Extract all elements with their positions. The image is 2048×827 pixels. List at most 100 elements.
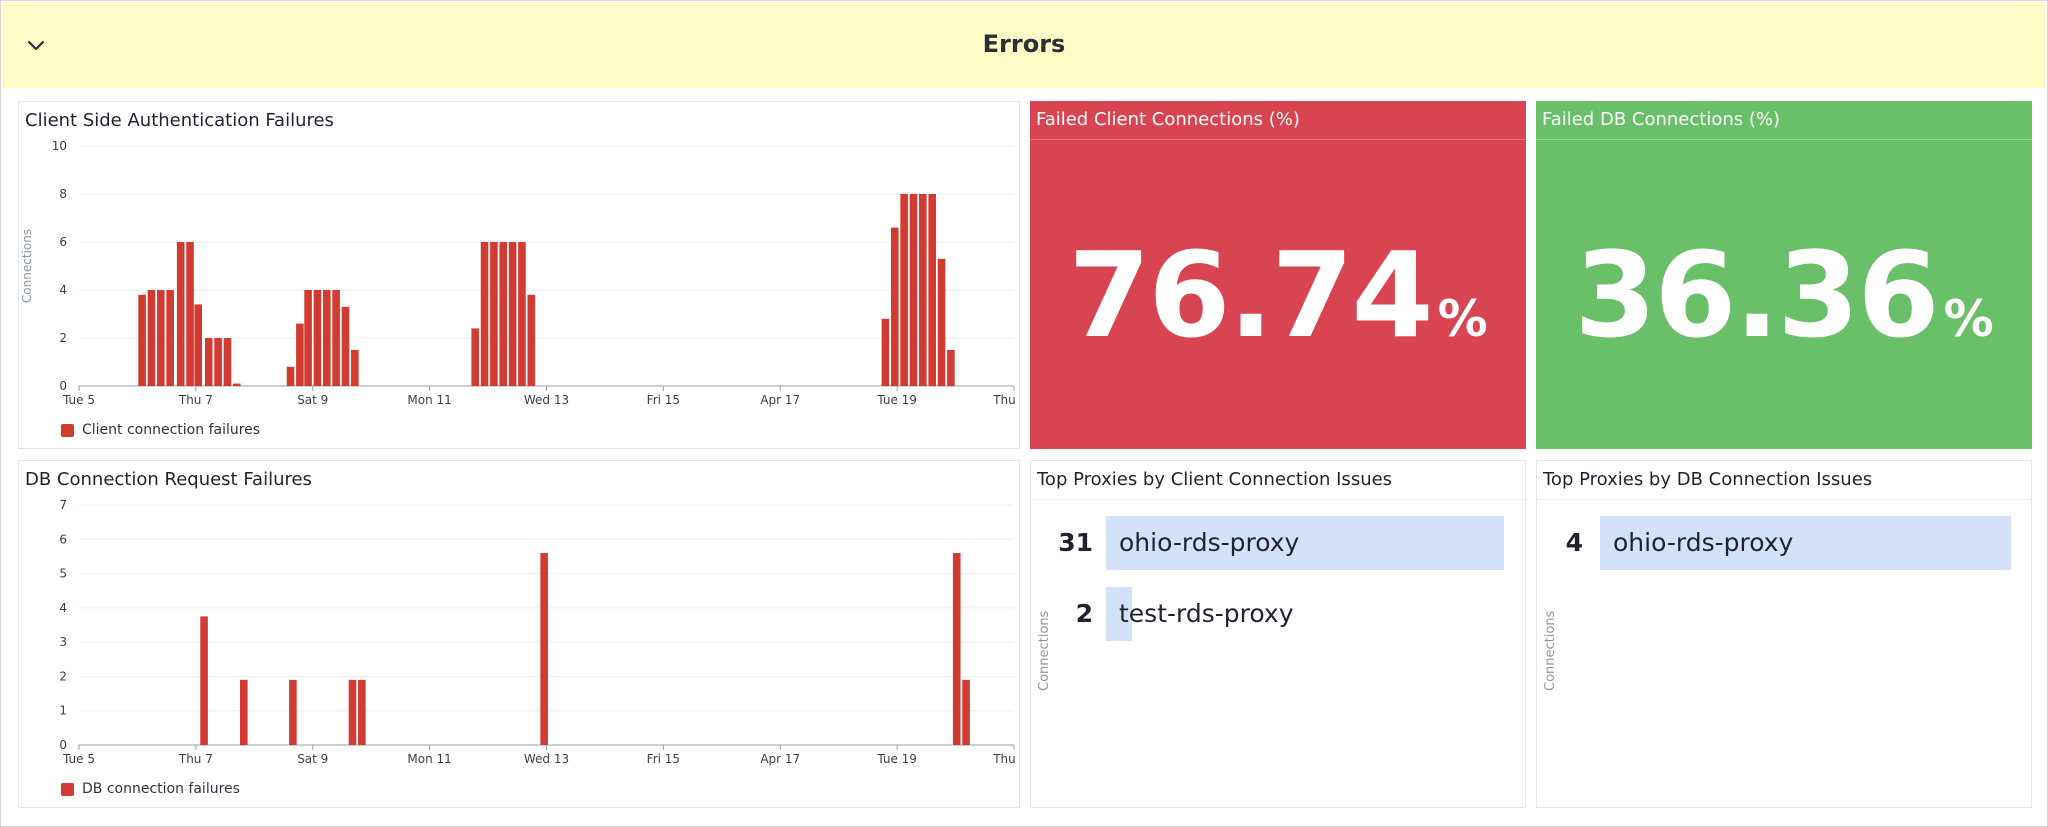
toplist-bar [1106, 516, 1504, 570]
chart-bar [322, 290, 331, 386]
chart-bar [204, 338, 213, 386]
y-tick-label: 4 [59, 283, 67, 297]
x-tick-label: Thu 21 [992, 752, 1019, 766]
toplist-row[interactable]: 31 ohio-rds-proxy [1031, 516, 1525, 570]
failed-client-connections-widget[interactable]: Failed Client Connections (%) 76.74% [1030, 101, 1526, 449]
chart-bar [947, 350, 955, 386]
group-title: Errors [982, 30, 1066, 58]
widget-title: Failed DB Connections (%) [1542, 109, 1780, 130]
top-client-proxies-widget[interactable]: Top Proxies by Client Connection Issues … [1030, 460, 1526, 808]
chart-bar [527, 294, 536, 386]
chart-bar [471, 328, 480, 386]
y-tick-label: 8 [59, 187, 67, 201]
chart-bar [286, 366, 295, 386]
chart-bar [289, 679, 297, 745]
y-tick-label: 0 [59, 379, 67, 393]
chart-bar [900, 194, 908, 386]
legend-swatch [61, 423, 74, 437]
toplist-bar [1106, 587, 1132, 641]
toplist-value: 2 [1075, 599, 1093, 628]
chart-bar [480, 242, 489, 386]
x-tick-label: Sat 9 [297, 752, 328, 766]
top-db-proxies-widget[interactable]: Top Proxies by DB Connection Issues Conn… [1536, 460, 2032, 808]
chart-bar [341, 306, 350, 386]
chart-legend[interactable]: Client connection failures [61, 422, 260, 438]
y-tick-label: 7 [59, 498, 67, 512]
chart-bar [200, 616, 208, 745]
x-tick-label: Tue 5 [62, 752, 95, 766]
chart-bar [919, 194, 927, 386]
chart-bar [881, 318, 890, 386]
x-tick-label: Apr 17 [760, 393, 800, 407]
chart-bar [952, 553, 961, 745]
toplist-label: ohio-rds-proxy [1613, 528, 1794, 557]
query-value-unit: % [1943, 290, 1994, 348]
chart-bar [166, 290, 174, 386]
query-value-number: 36.36 [1574, 226, 1939, 364]
x-tick-label: Wed 13 [524, 393, 569, 407]
x-tick-label: Apr 17 [760, 752, 800, 766]
chart-bar [313, 290, 322, 386]
y-axis-label: Connections [20, 229, 34, 303]
y-tick-label: 4 [59, 601, 67, 615]
group-header[interactable]: Errors [2, 2, 2046, 88]
chart-bar [176, 242, 185, 386]
chevron-down-icon[interactable] [26, 36, 46, 56]
x-tick-label: Mon 11 [407, 393, 451, 407]
chart-bar [214, 338, 222, 386]
widget-title: Failed Client Connections (%) [1036, 109, 1300, 130]
toplist-value: 31 [1058, 528, 1093, 557]
chart-bar [138, 294, 146, 386]
legend-label: Client connection failures [82, 422, 261, 438]
chart-bar [358, 679, 366, 745]
toplist-value: 4 [1565, 528, 1583, 557]
chart-bar [909, 194, 918, 386]
chart-bar [239, 679, 248, 745]
x-tick-label: Fri 15 [647, 752, 680, 766]
x-tick-label: Thu 7 [178, 393, 213, 407]
chart-bar [223, 338, 232, 386]
chart-bar [332, 290, 340, 386]
toplist-row[interactable]: 2 test-rds-proxy [1031, 587, 1525, 641]
widget-title: DB Connection Request Failures [25, 469, 312, 490]
query-value: 76.74% [1030, 226, 1526, 364]
toplist-bar [1600, 516, 2011, 570]
toplist-label: ohio-rds-proxy [1119, 528, 1300, 557]
chart-bar [540, 553, 548, 745]
x-tick-label: Sat 9 [297, 393, 328, 407]
db-failures-chart[interactable]: 0 1 2 3 4 5 6 7 Tue 5 Thu 7 Sat 9 Mon 11 Wed 13 Fri 1… [19, 461, 1019, 807]
chart-bar [157, 290, 165, 386]
x-tick-label: Thu 21 [992, 393, 1019, 407]
db-failures-widget[interactable]: DB Connection Request Failures 0 1 2 3 4 5 6 7 T… [18, 460, 1020, 808]
auth-failures-widget[interactable]: Client Side Authentication Failures 0 2 4 6… [18, 101, 1020, 449]
y-tick-label: 6 [59, 235, 67, 249]
toplist-row[interactable]: 4 ohio-rds-proxy [1537, 516, 2031, 570]
chart-bar [962, 679, 970, 745]
y-tick-label: 2 [59, 331, 67, 345]
x-tick-label: Fri 15 [647, 393, 680, 407]
chart-bar [186, 242, 194, 386]
chart-legend[interactable]: DB connection failures [61, 781, 240, 797]
chart-bar [348, 679, 357, 745]
auth-failures-chart[interactable]: 0 2 4 6 8 10 Tue 5 Thu 7 Sat 9 Mon 11 Wed 13 Fri 15… [19, 102, 1019, 448]
chart-bar [232, 383, 241, 386]
chart-bar [490, 242, 498, 386]
x-tick-label: Tue 19 [876, 752, 917, 766]
x-tick-label: Mon 11 [407, 752, 451, 766]
chart-bar [296, 323, 304, 386]
chart-bar [890, 227, 899, 386]
y-tick-label: 10 [52, 139, 67, 153]
y-tick-label: 6 [59, 532, 67, 546]
y-tick-label: 5 [59, 567, 67, 581]
failed-db-connections-widget[interactable]: Failed DB Connections (%) 36.36% [1536, 101, 2032, 449]
y-tick-label: 0 [59, 738, 67, 752]
widget-title: Client Side Authentication Failures [25, 110, 334, 131]
x-tick-label: Wed 13 [524, 752, 569, 766]
legend-label: DB connection failures [82, 781, 240, 797]
y-tick-label: 3 [59, 635, 67, 649]
chart-bar [518, 242, 526, 386]
query-value-number: 76.74 [1068, 226, 1433, 364]
toplist-label: test-rds-proxy [1119, 599, 1294, 628]
x-tick-label: Tue 19 [876, 393, 917, 407]
chart-bar [928, 194, 936, 386]
